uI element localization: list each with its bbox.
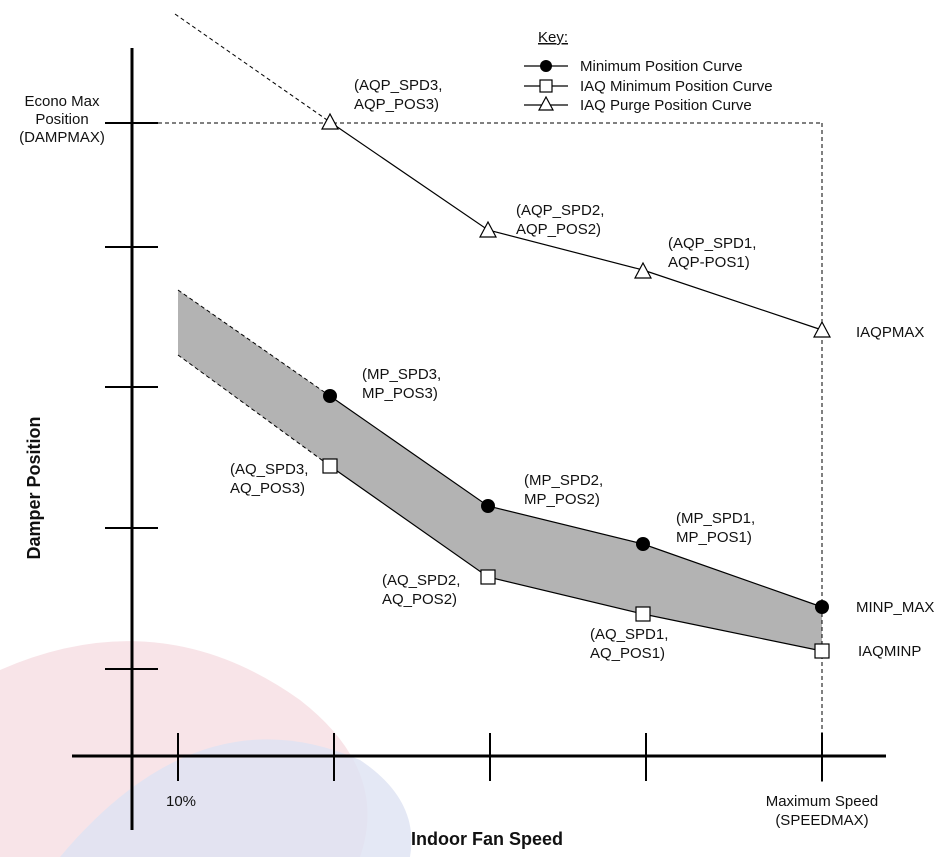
key-entry-label: IAQ Purge Position Curve (580, 97, 752, 114)
point-label-iaqminp: IAQMINP (858, 643, 921, 660)
aq2-square-marker (480, 569, 496, 585)
point-label-mp2: (MP_SPD2, MP_POS2) (524, 472, 603, 508)
svg-text:AQ_POS2): AQ_POS2) (382, 591, 457, 608)
minp-max-circle-marker (815, 600, 829, 614)
y-axis-ticks (105, 122, 158, 670)
svg-text:AQ_POS3): AQ_POS3) (230, 480, 305, 497)
svg-text:(DAMPMAX): (DAMPMAX) (19, 129, 105, 146)
svg-text:(AQ_SPD1,: (AQ_SPD1, (590, 626, 668, 643)
mp1-circle-marker (636, 537, 650, 551)
aq-markers (322, 458, 830, 659)
aq1-square-marker (635, 606, 651, 622)
point-label-aq3: (AQ_SPD3, AQ_POS3) (230, 461, 308, 497)
svg-text:Econo Max: Econo Max (24, 93, 100, 110)
aqp3-triangle-marker (321, 112, 339, 130)
aq-curve-extension (177, 354, 331, 467)
point-label-iaqpmax: IAQPMAX (856, 324, 924, 341)
iaqpmax-triangle-marker (813, 320, 831, 338)
svg-text:(AQP_SPD2,: (AQP_SPD2, (516, 202, 604, 219)
key-entry-label: IAQ Minimum Position Curve (580, 78, 773, 95)
point-label-aq2: (AQ_SPD2, AQ_POS2) (382, 572, 460, 608)
aqp2-triangle-marker (479, 220, 497, 238)
key-filled-circle-icon (540, 60, 552, 72)
svg-text:(AQ_SPD2,: (AQ_SPD2, (382, 572, 460, 589)
purge-curve-extension (174, 13, 331, 123)
point-label-minp-max: MINP_MAX (856, 599, 934, 616)
x-tick-10pct-label: 10% (166, 793, 196, 810)
key-open-triangle-icon (537, 95, 555, 111)
svg-text:(MP_SPD2,: (MP_SPD2, (524, 472, 603, 489)
speedmax-label: Maximum Speed (SPEEDMAX) (766, 793, 879, 829)
mp2-circle-marker (481, 499, 495, 513)
point-label-aqp2: (AQP_SPD2, AQP_POS2) (516, 202, 604, 238)
minimum-position-curve (329, 395, 823, 608)
svg-text:AQP_POS2): AQP_POS2) (516, 221, 601, 238)
axes (72, 48, 886, 830)
svg-text:AQ_POS1): AQ_POS1) (590, 645, 665, 662)
svg-text:(AQ_SPD3,: (AQ_SPD3, (230, 461, 308, 478)
aqp1-triangle-marker (634, 261, 652, 279)
minimum-position-band (178, 290, 822, 651)
mp-curve-extension (177, 289, 331, 397)
key-entry-label: Minimum Position Curve (580, 58, 743, 75)
svg-text:MP_POS3): MP_POS3) (362, 385, 438, 402)
point-label-aqp3: (AQP_SPD3, AQP_POS3) (354, 77, 442, 113)
iaq-minimum-position-curve (329, 465, 823, 652)
svg-text:AQP-POS1): AQP-POS1) (668, 254, 750, 271)
svg-text:Position: Position (35, 111, 88, 128)
iaq-purge-position-curve (329, 121, 823, 331)
svg-text:(AQP_SPD3,: (AQP_SPD3, (354, 77, 442, 94)
mp3-circle-marker (323, 389, 337, 403)
econo-max-label: Econo Max Position (DAMPMAX) (19, 93, 105, 146)
svg-text:(SPEEDMAX): (SPEEDMAX) (775, 812, 868, 829)
svg-text:(MP_SPD3,: (MP_SPD3, (362, 366, 441, 383)
point-label-mp1: (MP_SPD1, MP_POS1) (676, 510, 755, 546)
key-title: Key: (538, 29, 568, 46)
svg-text:MP_POS2): MP_POS2) (524, 491, 600, 508)
svg-text:(MP_SPD1,: (MP_SPD1, (676, 510, 755, 527)
y-axis-title: Damper Position (24, 416, 44, 559)
aq3-square-marker (322, 458, 338, 474)
dashed-guides (158, 13, 823, 782)
iaqminp-square-marker (814, 643, 830, 659)
svg-text:(AQP_SPD1,: (AQP_SPD1, (668, 235, 756, 252)
key-open-square-icon (539, 79, 553, 93)
x-axis-title: Indoor Fan Speed (411, 829, 563, 849)
point-label-aq1: (AQ_SPD1, AQ_POS1) (590, 626, 668, 662)
mp-markers (323, 389, 829, 614)
watermark-logo (0, 641, 412, 857)
key-legend: Key: Minimum Position Curve IAQ Minimum … (524, 29, 773, 114)
point-label-mp3: (MP_SPD3, MP_POS3) (362, 366, 441, 402)
svg-text:MP_POS1): MP_POS1) (676, 529, 752, 546)
x-axis-ticks (177, 733, 823, 781)
point-label-aqp1: (AQP_SPD1, AQP-POS1) (668, 235, 756, 271)
purge-markers (321, 112, 831, 338)
svg-text:Maximum Speed: Maximum Speed (766, 793, 879, 810)
svg-text:AQP_POS3): AQP_POS3) (354, 96, 439, 113)
